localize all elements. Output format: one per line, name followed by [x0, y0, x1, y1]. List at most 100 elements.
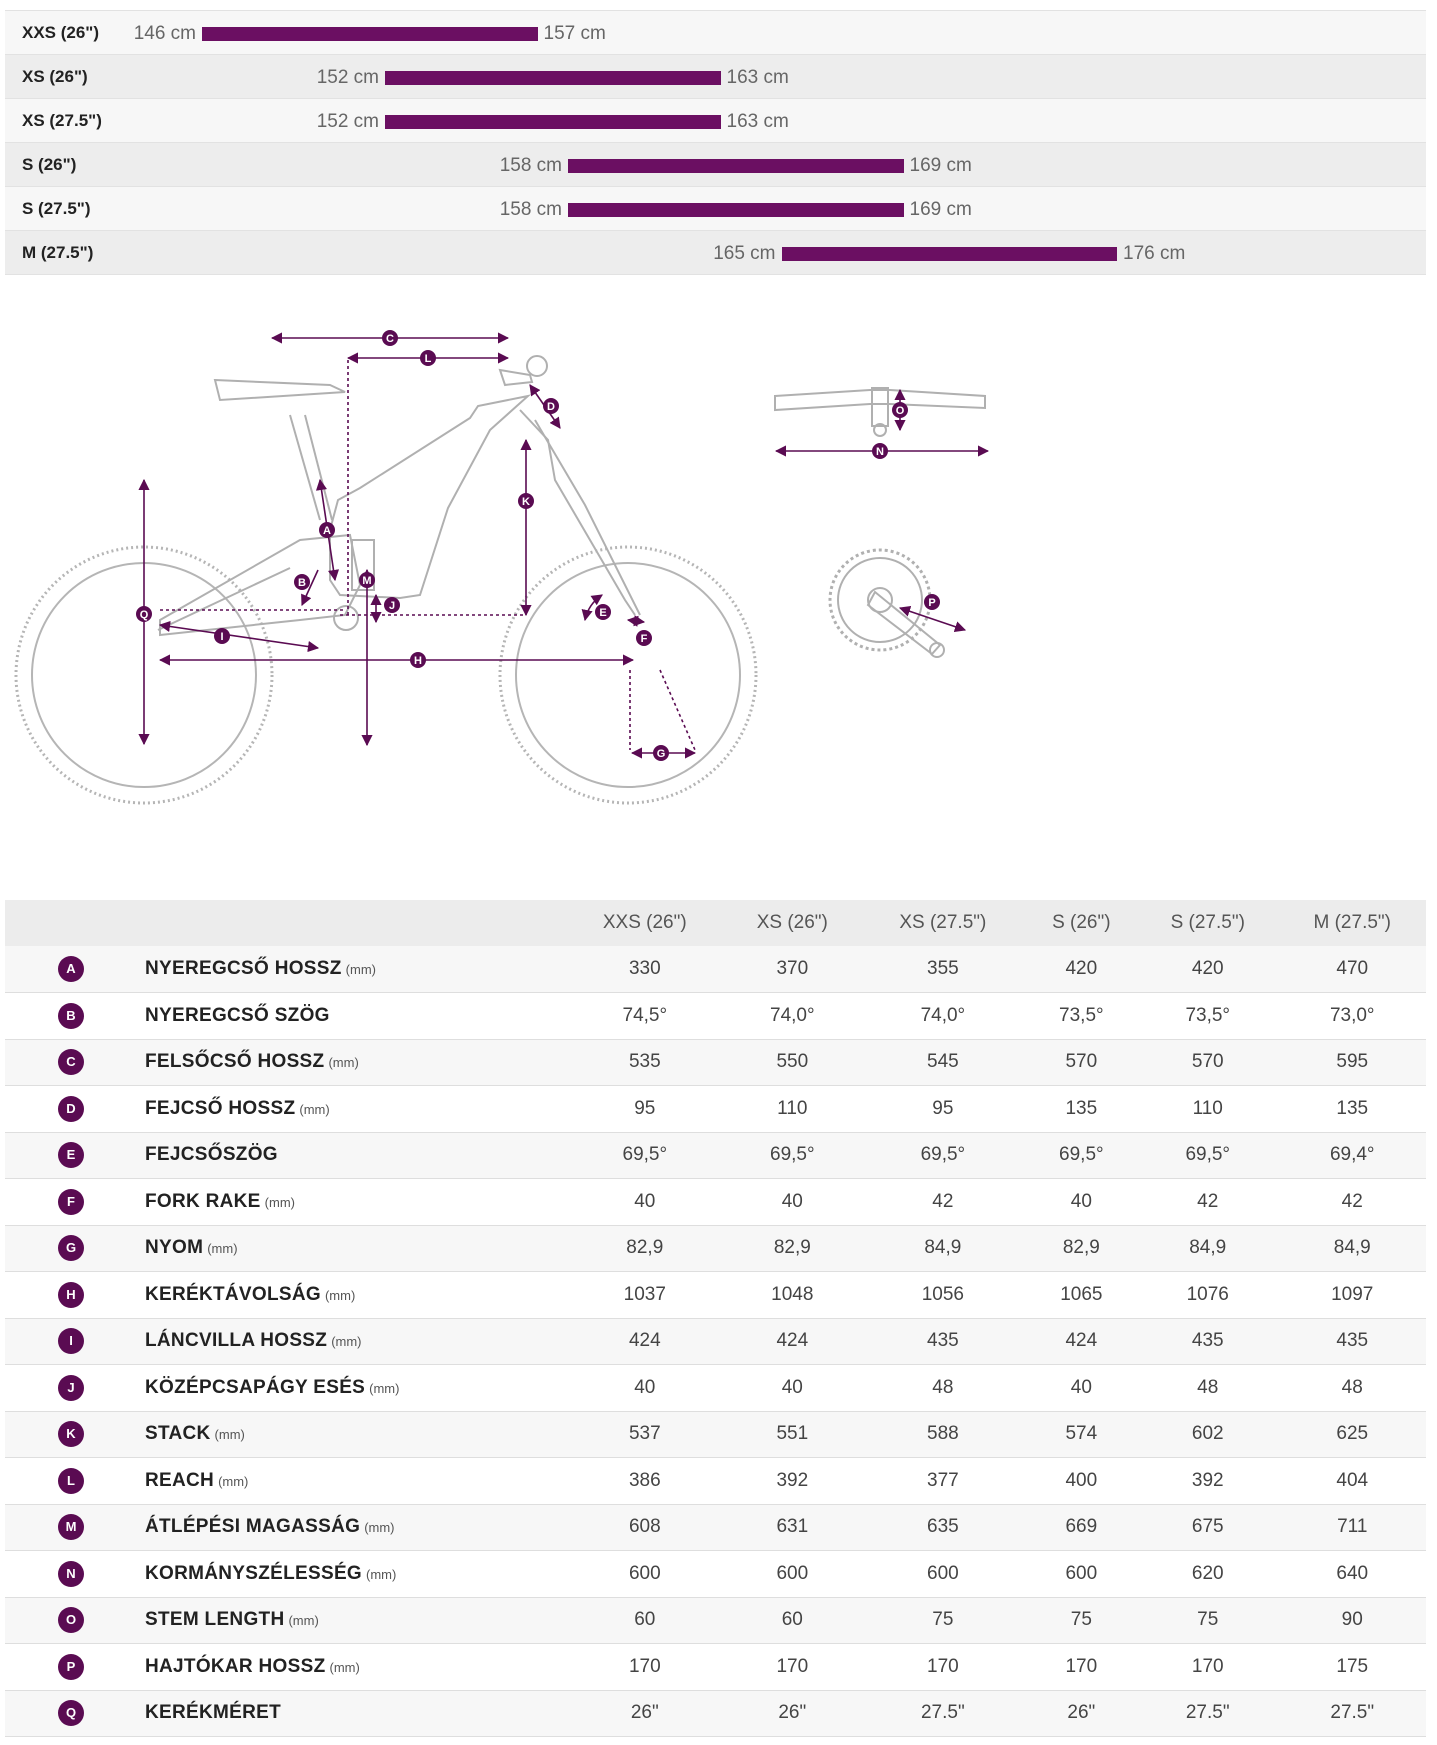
- svg-text:I: I: [220, 631, 223, 643]
- size-chart: XXS (26") 146 cm 157 cm XS (26") 152 cm 163 c…: [5, 10, 1426, 275]
- size-chart-min-height: 158 cm: [499, 199, 562, 220]
- parameter-unit: (mm): [299, 1101, 330, 1117]
- parameter-name: KÖZÉPCSAPÁGY ESÉS: [145, 1376, 366, 1398]
- geometry-row-q: Q KERÉKMÉRET 26" 26" 27.5" 26" 27.5" 27.5": [5, 1690, 1426, 1737]
- parameter-letter-badge: J: [58, 1374, 84, 1401]
- badge-cell: E: [5, 1132, 145, 1179]
- geometry-row-e: E FEJCSŐSZÖG 69,5° 69,5° 69,5° 69,5° 69,5° 69,4…: [5, 1132, 1426, 1179]
- geometry-table-body: A NYEREGCSŐ HOSSZ (mm) 330 370 355 420 420 470 B N…: [5, 946, 1426, 1737]
- svg-text:K: K: [522, 496, 530, 508]
- parameter-name: HAJTÓKAR HOSSZ: [145, 1655, 326, 1677]
- value-cell: 435: [1191, 1330, 1224, 1352]
- header-badge-col: [5, 900, 145, 946]
- parameter-name-cell: KÖZÉPCSAPÁGY ESÉS (mm): [145, 1365, 565, 1412]
- parameter-name-cell: ÁTLÉPÉSI MAGASSÁG (mm): [145, 1504, 565, 1551]
- badge-cell: J: [5, 1365, 145, 1412]
- geometry-row-f: F FORK RAKE (mm) 40 40 42 40 42 42: [5, 1178, 1426, 1226]
- badge-cell: H: [5, 1272, 145, 1319]
- value-cell: 74,0°: [920, 1004, 966, 1026]
- header-name-col: [145, 900, 565, 946]
- parameter-unit: (mm): [207, 1241, 238, 1257]
- badge-cell: F: [5, 1179, 145, 1226]
- parameter-name-cell: KERÉKTÁVOLSÁG (mm): [145, 1272, 565, 1319]
- value-cell: 424: [776, 1330, 809, 1352]
- parameter-letter-badge: E: [58, 1142, 84, 1169]
- diagram-marker-a: A: [319, 522, 335, 538]
- geometry-row-l: L REACH (mm) 386 392 377 400 392 404: [5, 1457, 1426, 1505]
- size-chart-bar: [781, 247, 1117, 261]
- size-chart-max-height: 163 cm: [726, 111, 789, 132]
- badge-cell: C: [5, 1039, 145, 1086]
- size-chart-row: XS (26") 152 cm 163 cm: [5, 55, 1426, 99]
- parameter-unit: (mm): [369, 1380, 400, 1396]
- value-cell: 635: [927, 1516, 959, 1538]
- parameter-name: REACH: [145, 1469, 215, 1491]
- diagram-marker-g: G: [653, 745, 669, 761]
- value-cell: 42: [1197, 1190, 1219, 1212]
- value-cell: 48: [1341, 1376, 1363, 1398]
- parameter-name: FORK RAKE: [145, 1190, 261, 1212]
- value-cell: 69,5°: [1185, 1144, 1231, 1166]
- front-wheel: [498, 545, 758, 805]
- value-cell: 1056: [921, 1283, 964, 1305]
- value-cell: 570: [1065, 1051, 1098, 1073]
- diagram-markers: A B C D E F G H I J K L M N O P Q: [136, 330, 940, 761]
- geometry-row-c: C FELSŐCSŐ HOSSZ (mm) 535 550 545 570 570 595: [5, 1039, 1426, 1086]
- parameter-name-cell: FEJCSŐ HOSSZ (mm): [145, 1086, 565, 1133]
- header-size-3: S (26"): [1052, 912, 1111, 933]
- value-cell: 84,9: [1189, 1237, 1227, 1259]
- badge-cell: D: [5, 1086, 145, 1133]
- parameter-letter-badge: D: [58, 1095, 84, 1122]
- badge-cell: N: [5, 1551, 145, 1598]
- value-cell: 69,4°: [1329, 1144, 1375, 1166]
- value-cell: 1065: [1060, 1283, 1103, 1305]
- diagram-marker-o: O: [892, 402, 908, 418]
- geometry-row-n: N KORMÁNYSZÉLESSÉG (mm) 600 600 600 600 620 640: [5, 1550, 1426, 1598]
- size-chart-label: S (27.5"): [22, 199, 91, 218]
- size-chart-min-height: 165 cm: [713, 243, 776, 264]
- value-cell: 110: [777, 1097, 808, 1119]
- parameter-name-cell: REACH (mm): [145, 1458, 565, 1505]
- parameter-name-cell: NYOM (mm): [145, 1225, 565, 1272]
- value-cell: 110: [1192, 1097, 1223, 1119]
- value-cell: 26": [778, 1702, 807, 1724]
- value-cell: 95: [634, 1097, 656, 1119]
- size-chart-max-height: 169 cm: [909, 199, 972, 220]
- svg-text:F: F: [641, 633, 648, 645]
- diagram-marker-h: H: [410, 652, 426, 668]
- parameter-name: FELSŐCSŐ HOSSZ: [145, 1051, 325, 1073]
- size-chart-bar: [568, 203, 904, 217]
- size-chart-label: M (27.5"): [22, 243, 94, 262]
- parameter-name: NYEREGCSŐ HOSSZ: [145, 958, 342, 979]
- diagram-marker-e: E: [595, 604, 611, 620]
- value-cell: 82,9: [626, 1237, 664, 1259]
- value-cell: 625: [1336, 1423, 1369, 1445]
- value-cell: 26": [1067, 1702, 1096, 1724]
- parameter-unit: (mm): [366, 1566, 397, 1582]
- parameter-name-cell: FORK RAKE (mm): [145, 1179, 565, 1226]
- badge-cell: P: [5, 1644, 145, 1691]
- parameter-name-cell: FEJCSŐSZÖG: [145, 1132, 565, 1179]
- diagram-marker-k: K: [518, 493, 534, 509]
- value-cell: 170: [776, 1655, 809, 1677]
- value-cell: 435: [1336, 1330, 1369, 1352]
- size-chart-label: S (26"): [22, 155, 77, 174]
- value-cell: 1048: [771, 1283, 814, 1305]
- value-cell: 574: [1065, 1423, 1098, 1445]
- value-cell: 608: [628, 1516, 661, 1538]
- svg-text:B: B: [298, 577, 306, 589]
- size-chart-row: XS (27.5") 152 cm 163 cm: [5, 99, 1426, 143]
- svg-text:G: G: [657, 748, 666, 760]
- parameter-letter-badge: H: [58, 1281, 84, 1308]
- geometry-row-a: A NYEREGCSŐ HOSSZ (mm) 330 370 355 420 420 470: [5, 946, 1426, 993]
- parameter-letter-badge: N: [58, 1560, 84, 1587]
- geometry-row-p: P HAJTÓKAR HOSSZ (mm) 170 170 170 170 170 175: [5, 1643, 1426, 1691]
- value-cell: 42: [932, 1190, 954, 1212]
- geometry-row-k: K STACK (mm) 537 551 588 574 602 625: [5, 1411, 1426, 1458]
- value-cell: 1097: [1331, 1283, 1374, 1305]
- parameter-name-cell: LÁNCVILLA HOSSZ (mm): [145, 1318, 565, 1365]
- value-cell: 75: [1070, 1609, 1092, 1631]
- value-cell: 40: [1070, 1190, 1092, 1212]
- svg-text:P: P: [928, 597, 935, 609]
- value-cell: 470: [1336, 958, 1369, 979]
